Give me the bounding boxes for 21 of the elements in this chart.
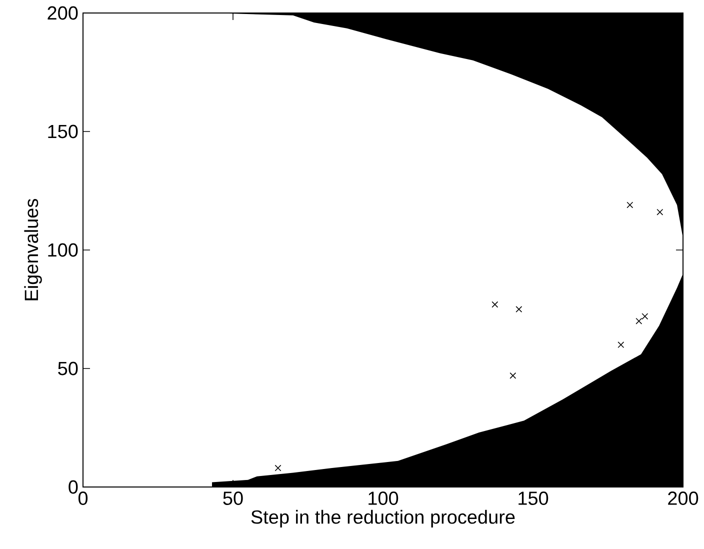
point <box>516 306 522 312</box>
y-tick-label: 150 <box>48 124 78 138</box>
point <box>618 342 624 348</box>
point <box>274 464 282 472</box>
y-tick-label: 0 <box>68 480 78 494</box>
y-tick-label: 50 <box>58 362 78 376</box>
x-tick-label: 50 <box>223 492 243 505</box>
point <box>656 208 664 216</box>
y-axis-title: Eigenvalues <box>24 198 42 300</box>
point <box>636 318 642 324</box>
point <box>642 313 648 320</box>
point <box>492 301 498 308</box>
x-tick-label: 0 <box>78 492 88 505</box>
x-tick-label: 100 <box>368 492 398 505</box>
y-tick-label: 100 <box>48 243 78 257</box>
x-axis-title: Step in the reduction procedure <box>251 510 515 528</box>
x-tick-label: 200 <box>668 492 698 505</box>
point <box>510 372 516 379</box>
x-tick-label: 150 <box>518 492 548 505</box>
y-tick-label: 200 <box>48 6 78 20</box>
point <box>626 202 634 208</box>
